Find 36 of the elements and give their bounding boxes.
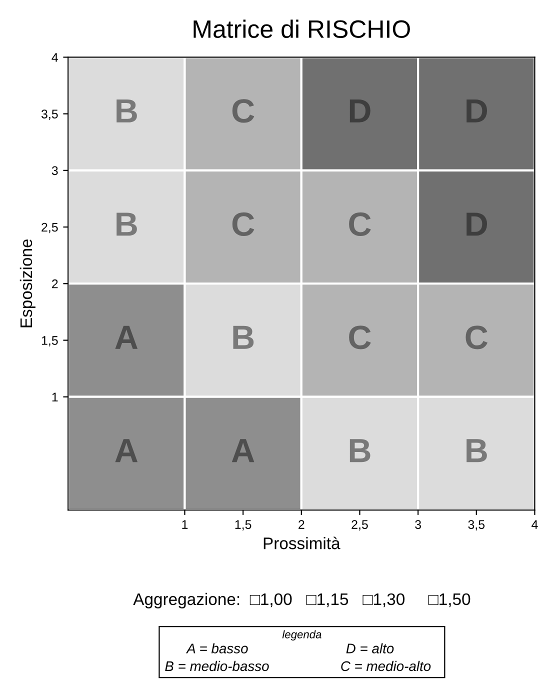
y-tick-label: 2,5	[42, 222, 58, 234]
x-tick-label: 2	[298, 520, 304, 529]
y-tick-label: 1	[52, 392, 58, 402]
text: legenda	[282, 630, 322, 641]
text: C	[232, 99, 254, 123]
x-tick-label: 4	[532, 520, 538, 529]
x-tick-label: 2,5	[352, 520, 368, 530]
text: C = medio-alto	[341, 660, 431, 672]
text: Aggregazione: □1,00 □1,15 □1,30 □1,50	[133, 592, 470, 608]
text: B	[233, 326, 254, 349]
text: A	[232, 439, 254, 462]
text: B	[116, 100, 137, 122]
y-tick-label: 4	[52, 53, 58, 62]
y-axis-title: Esposizione	[20, 239, 36, 328]
x-tick-label: 3	[415, 520, 421, 529]
y-tick-label: 2	[52, 279, 58, 288]
text: A	[115, 326, 138, 349]
x-tick-label: 3,5	[468, 520, 485, 530]
y-tick-label: 3,5	[41, 110, 58, 120]
y-tick-label: 3	[52, 166, 58, 176]
text: D = alto	[346, 643, 394, 654]
text: B	[350, 439, 370, 462]
text: C	[349, 326, 371, 350]
text: C	[466, 326, 488, 350]
x-axis-title: Prossimità	[264, 536, 340, 550]
text: B = medio-basso	[165, 660, 269, 672]
y-tick-label: 1,5	[42, 336, 58, 346]
text: C	[349, 212, 371, 236]
chart-title: Matrice di RISCHIO	[194, 20, 410, 38]
text: A = basso	[186, 643, 248, 654]
text: A	[115, 439, 138, 462]
text: C	[232, 212, 254, 236]
text: B	[466, 439, 487, 462]
x-tick-label: 1,5	[235, 520, 252, 530]
text: B	[116, 212, 137, 236]
x-tick-label: 1	[182, 520, 188, 529]
